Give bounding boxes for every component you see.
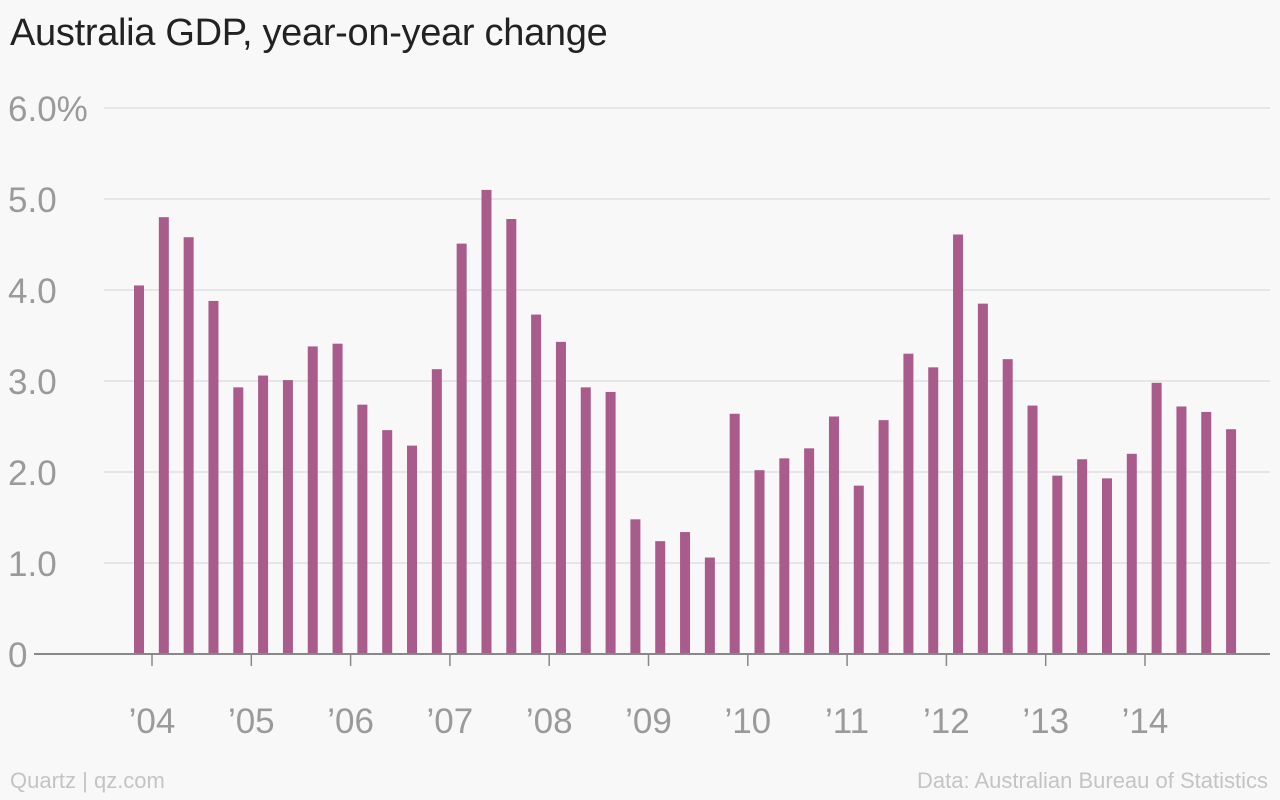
- bar: [233, 387, 244, 654]
- bar: [183, 237, 194, 654]
- bar: [382, 430, 393, 654]
- y-tick-label: 5.0: [8, 181, 57, 220]
- credit-text: Quartz | qz.com: [10, 768, 165, 793]
- bar: [1151, 382, 1162, 654]
- bar: [1101, 478, 1112, 654]
- x-tick-label: ’13: [1022, 702, 1069, 741]
- chart-title: Australia GDP, year-on-year change: [10, 12, 608, 54]
- x-tick-label: ’08: [526, 702, 573, 741]
- bar: [134, 285, 144, 654]
- y-tick-label: 4.0: [8, 272, 57, 311]
- bar: [704, 557, 715, 654]
- bar: [630, 519, 641, 654]
- bar: [1126, 453, 1137, 654]
- x-tick-label: ’12: [923, 702, 970, 741]
- bar: [431, 369, 442, 654]
- bar: [580, 387, 591, 654]
- bar: [555, 341, 566, 654]
- gridlines: [104, 107, 1270, 564]
- bar: [208, 300, 219, 654]
- source-text: Data: Australian Bureau of Statistics: [917, 768, 1268, 793]
- x-tick-label: ’07: [427, 702, 474, 741]
- x-tick-label: ’10: [724, 702, 771, 741]
- bar: [456, 243, 467, 654]
- bar: [506, 219, 517, 654]
- bar: [1077, 459, 1088, 654]
- bar: [729, 413, 740, 654]
- y-tick-label: 0: [8, 636, 27, 675]
- bar: [953, 234, 964, 655]
- bar: [1052, 475, 1063, 654]
- x-tick-label: ’11: [825, 702, 869, 741]
- bar: [1027, 405, 1038, 654]
- x-tick-label: ’14: [1122, 702, 1169, 741]
- y-tick-label: 6.0%: [8, 90, 88, 129]
- bar: [307, 346, 318, 654]
- x-tick-label: ’05: [228, 702, 275, 741]
- bar: [1226, 429, 1237, 654]
- bar: [332, 343, 343, 654]
- y-tick-label: 2.0: [8, 454, 57, 493]
- bar: [680, 532, 691, 654]
- bar: [407, 445, 418, 654]
- bar: [357, 404, 368, 654]
- bar: [779, 458, 790, 654]
- bar: [605, 391, 616, 654]
- bar: [282, 380, 293, 654]
- x-tick-label: ’06: [327, 702, 374, 741]
- y-tick-label: 1.0: [8, 545, 57, 584]
- x-tick-label: ’04: [129, 702, 176, 741]
- bar: [1002, 359, 1013, 654]
- bar: [1201, 411, 1212, 654]
- y-tick-label: 3.0: [8, 363, 57, 402]
- bar: [531, 314, 542, 654]
- bar: [928, 367, 939, 654]
- bars: [134, 189, 1237, 655]
- bar: [903, 353, 914, 654]
- y-axis-ticks: 0 1.0 2.0 3.0 4.0 5.0 6.0%: [8, 90, 88, 675]
- bar: [655, 541, 666, 654]
- x-axis: ’04 ’05 ’06 ’07 ’08 ’09 ’10 ’11 ’12 ’13 ’14: [34, 653, 1270, 741]
- x-tick-label: ’09: [625, 702, 672, 741]
- bar: [754, 470, 765, 654]
- bar: [828, 416, 839, 654]
- bar: [853, 485, 864, 654]
- bar: [977, 303, 988, 654]
- bar: [158, 217, 169, 654]
- bar: [804, 448, 815, 654]
- bar: [481, 189, 492, 654]
- bar: [878, 420, 889, 654]
- bar: [258, 375, 269, 654]
- bar: [1176, 406, 1187, 654]
